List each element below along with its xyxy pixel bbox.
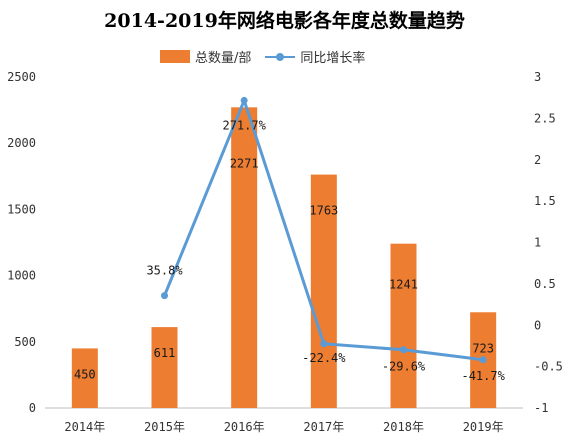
y-right-tick-label: 1.5 [534, 194, 556, 208]
y-left-tick-label: 1000 [7, 269, 36, 283]
y-left-tick-label: 1500 [7, 202, 36, 216]
bar-data-label: 611 [154, 346, 176, 360]
bar-data-label: 1241 [389, 278, 418, 292]
line-data-label: -29.6% [382, 360, 426, 374]
legend-item-line: 同比增长率 [265, 47, 365, 66]
x-tick-label: 2014年 [64, 420, 105, 434]
y-left-tick-label: 0 [29, 401, 36, 415]
legend-item-bar: 总数量/部 [160, 47, 251, 66]
y-right-tick-label: -0.5 [534, 360, 563, 374]
bar-data-label: 1763 [309, 204, 338, 218]
growth-rate-point [400, 346, 407, 354]
line-data-label: 35.8% [146, 264, 183, 278]
x-tick-label: 2019年 [463, 420, 504, 434]
legend-line-swatch [265, 50, 296, 63]
bar [310, 174, 337, 408]
bar [390, 243, 417, 408]
growth-rate-point [320, 340, 328, 348]
y-right-tick-label: 0 [534, 318, 541, 332]
y-left-tick-label: 500 [14, 335, 36, 349]
bar [151, 327, 178, 408]
y-left-tick-label: 2000 [7, 136, 36, 150]
bar [231, 107, 258, 408]
y-right-tick-label: 0.5 [534, 277, 556, 291]
y-right-tick-label: 1 [534, 236, 541, 250]
bar-data-label: 450 [74, 367, 96, 381]
legend-bar-swatch [160, 49, 190, 63]
bar-data-label: 723 [472, 341, 494, 355]
growth-rate-point [161, 292, 168, 300]
y-right-tick-label: 2 [534, 153, 541, 167]
growth-rate-point [479, 356, 487, 364]
y-left-tick-label: 2500 [7, 70, 36, 84]
x-tick-label: 2018年 [383, 420, 424, 434]
y-right-tick-label: -1 [534, 401, 548, 415]
bar [71, 348, 98, 408]
legend: 总数量/部 同比增长率 [160, 46, 379, 66]
x-tick-label: 2015年 [144, 420, 185, 434]
growth-rate-point [240, 96, 248, 104]
bar-data-label: 2271 [230, 156, 259, 170]
chart-title: 2014-2019年网络电影各年度总数量趋势 [104, 10, 465, 32]
line-data-label: 271.7% [222, 118, 266, 132]
y-right-tick-label: 2.5 [534, 111, 556, 125]
y-right-tick-label: 3 [534, 70, 541, 84]
line-data-label: -22.4% [302, 351, 346, 365]
x-tick-label: 2016年 [224, 420, 265, 434]
legend-bar-label: 总数量/部 [195, 50, 252, 66]
x-tick-label: 2017年 [303, 420, 344, 434]
line-data-label: -41.7% [461, 369, 505, 383]
legend-line-label: 同比增长率 [300, 50, 366, 66]
